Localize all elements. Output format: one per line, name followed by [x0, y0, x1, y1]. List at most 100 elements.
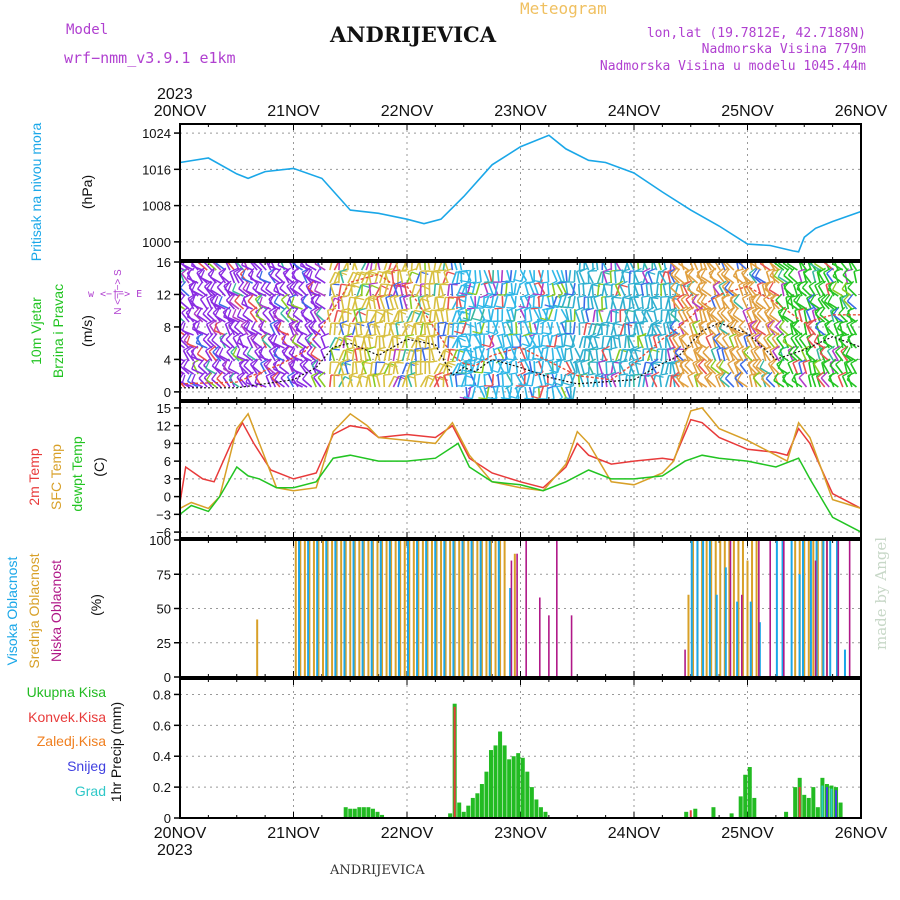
wind-barb [798, 262, 803, 271]
wind-barb [339, 362, 345, 375]
wind-barb-flag [742, 306, 752, 312]
wind-barb [216, 286, 226, 297]
wind-barb-flag [532, 306, 542, 309]
wind-barb [492, 347, 498, 360]
wind-barb-flag [190, 262, 194, 267]
wind-barb [772, 350, 780, 362]
wind-barb [669, 361, 672, 375]
wind-barb-flag [722, 280, 730, 287]
wind-barb-flag [228, 320, 235, 329]
wind-barb-flag [540, 319, 549, 325]
wind-barb-flag [696, 268, 702, 277]
wind-barb-flag [602, 268, 612, 273]
wind-barb-flag [308, 283, 313, 292]
wind-barb [798, 377, 808, 388]
wind-barb-flag [822, 358, 831, 365]
wind-barb-flag [397, 284, 406, 289]
wind-barb-flag [316, 256, 324, 259]
wind-barb-flag [308, 319, 316, 327]
wind-barb-flag [601, 321, 610, 324]
wind-barb-flag [256, 268, 263, 277]
wind-barb-flag [633, 306, 643, 312]
wind-barb-flag [272, 360, 278, 370]
wind-barb-flag [593, 333, 603, 338]
wind-barb [575, 271, 581, 284]
wind-barb-flag [190, 348, 195, 358]
wind-barb [388, 323, 395, 336]
wind-barb [224, 323, 231, 336]
wind-barb-flag [696, 346, 703, 355]
wind-barb-flag [650, 358, 659, 365]
wind-barb [583, 323, 588, 336]
dewpt-line [179, 442, 862, 533]
wind-barb-flag [447, 360, 456, 363]
y-tick-label: 0.6 [153, 718, 171, 733]
wind-barb [687, 375, 694, 388]
wind-barb-flag [670, 280, 677, 289]
wind-barb [714, 375, 721, 388]
wind-barb [481, 360, 485, 374]
wind-barb-flag [689, 333, 698, 338]
wind-barb-flag [247, 294, 254, 302]
wind-barb [453, 262, 458, 271]
wind-barb-flag [303, 267, 311, 275]
wind-barb [628, 349, 635, 362]
wind-barb-flag [676, 293, 685, 300]
wind-barb [249, 363, 258, 375]
wind-barb-flag [271, 371, 279, 379]
wind-barb-flag [549, 280, 558, 286]
wind-barb [442, 374, 445, 388]
wind-barb [528, 321, 533, 335]
wind-barb-flag [632, 361, 642, 365]
wind-barb-flag [808, 280, 817, 287]
wind-barb-flag [407, 323, 417, 329]
wind-barb [825, 325, 835, 336]
wind-barb [269, 275, 281, 284]
wind-barb [646, 323, 653, 336]
wind-barb [469, 373, 477, 386]
wind-barb [601, 349, 605, 362]
wind-barb [360, 362, 366, 375]
precip-unit: 1hr Precip (mm) [108, 702, 124, 802]
wind-barb [501, 334, 505, 348]
wind-barb [807, 325, 817, 336]
wind-barb-flag [227, 360, 233, 369]
wind-barb [560, 347, 565, 360]
wind-barb [196, 353, 208, 362]
wind-barb-flag [508, 291, 518, 296]
precip-bar [502, 745, 507, 818]
wind-barb-flag [229, 267, 238, 273]
wind-barb-flag [792, 320, 799, 328]
lonlat-text: lon,lat (19.7812E, 42.7188N) [647, 26, 866, 41]
wind-barb [565, 270, 568, 283]
precip-bar [743, 774, 748, 818]
wind-barb-flag [209, 293, 218, 300]
wind-barb [723, 275, 735, 284]
wind-barb [551, 347, 555, 361]
wind-barb [699, 324, 708, 336]
wind-barb [780, 284, 785, 297]
wind-barb [565, 360, 573, 373]
wind-barb [606, 375, 613, 388]
wind-barb-flag [563, 359, 573, 363]
wind-barb-flag [407, 268, 417, 273]
sfc-title: SFC Temp [48, 444, 64, 510]
station-title: ANDRIJEVICA [329, 22, 497, 47]
wind-barb [280, 312, 290, 323]
wind-barb [742, 310, 749, 323]
wind-barb-flag [255, 308, 261, 317]
wind-barb-flag [614, 322, 623, 327]
wind-barb-flag [485, 304, 495, 309]
wind-barb [696, 289, 708, 297]
wind-barb [238, 287, 249, 297]
wind-barb-flag [687, 281, 693, 290]
wind-barb [432, 271, 436, 284]
wind-barb-flag [396, 334, 406, 337]
wind-barb [451, 310, 458, 323]
wind-barb-flag [539, 385, 548, 388]
wind-barb [627, 336, 635, 349]
precip-bar [798, 787, 801, 818]
wind-barb [280, 299, 290, 310]
wind-barb [710, 365, 721, 375]
wind-barb-flag [414, 373, 424, 376]
